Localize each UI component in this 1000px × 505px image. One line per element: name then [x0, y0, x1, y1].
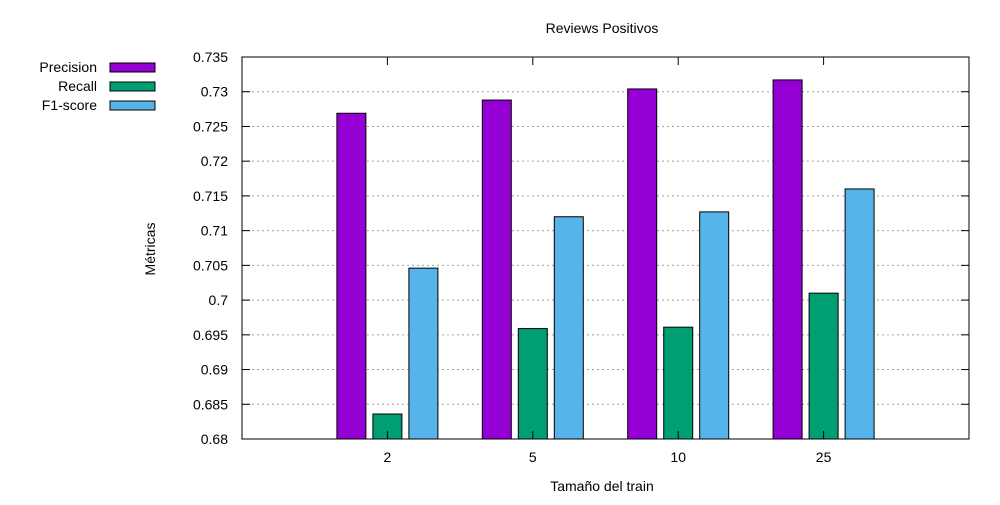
bar-precision-25 — [772, 79, 803, 440]
bar-precision-5 — [481, 99, 512, 440]
bar-precision-2 — [336, 112, 367, 440]
y-tick-label: 0.685 — [193, 396, 228, 412]
y-tick-label: 0.715 — [193, 188, 228, 204]
y-tick-label: 0.695 — [193, 327, 228, 343]
legend-label: Recall — [58, 78, 97, 94]
bar-f1-score-10 — [699, 211, 730, 440]
y-tick-label: 0.735 — [193, 49, 228, 65]
y-tick-label: 0.71 — [201, 223, 228, 239]
x-tick-label: 10 — [670, 449, 686, 465]
legend-label: F1-score — [42, 97, 97, 113]
y-tick-label: 0.69 — [201, 362, 228, 378]
bar-f1-score-2 — [408, 267, 439, 440]
y-tick-label: 0.73 — [201, 84, 228, 100]
bars — [336, 79, 875, 440]
chart-title: Reviews Positivos — [546, 20, 659, 36]
y-axis-label: Métricas — [142, 223, 158, 276]
plot-border — [241, 56, 970, 440]
y-tick-label: 0.72 — [201, 153, 228, 169]
y-tick-label: 0.68 — [201, 431, 228, 447]
legend-swatch — [109, 100, 156, 111]
y-tick-label: 0.725 — [193, 118, 228, 134]
x-tick-label: 25 — [816, 449, 832, 465]
x-tick-label: 2 — [384, 449, 392, 465]
y-tick-label: 0.705 — [193, 257, 228, 273]
legend-swatch — [109, 62, 156, 73]
bar-recall-25 — [808, 292, 839, 440]
bar-recall-10 — [663, 326, 694, 440]
bar-f1-score-5 — [553, 216, 584, 440]
bar-recall-5 — [517, 328, 548, 440]
legend-swatch — [109, 81, 156, 92]
legend: Precision Recall F1-score — [39, 59, 156, 113]
y-tick-label: 0.7 — [209, 292, 229, 308]
x-tick-label: 5 — [529, 449, 537, 465]
bar-f1-score-25 — [844, 188, 875, 440]
axes: 0.68 0.685 0.69 0.695 0.7 0.705 0.71 0.715 0.72 0… — [193, 49, 970, 465]
bar-precision-10 — [627, 88, 658, 440]
x-axis-label: Tamaño del train — [550, 478, 654, 494]
legend-label: Precision — [39, 59, 97, 75]
